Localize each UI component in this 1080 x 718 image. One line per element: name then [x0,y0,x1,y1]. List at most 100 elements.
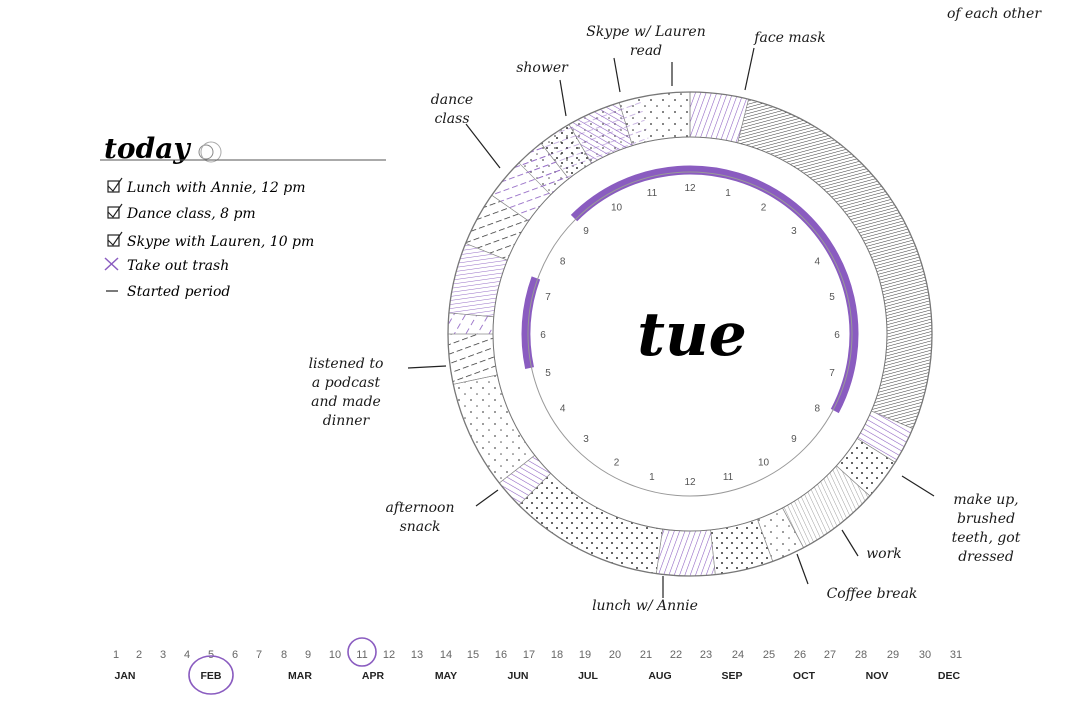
timeline-day[interactable]: 28 [855,649,867,661]
timeline-day[interactable]: 24 [732,649,744,661]
leader-work [841,529,859,557]
purple-hour-arcs [521,165,859,414]
today-item: Skype with Lauren, 10 pm [107,231,314,250]
hour-label: 6 [834,330,840,341]
annotation-skype: Skype w/ Lauren read [586,24,706,59]
annotation-lunch: lunch w/ Annie [592,598,698,614]
timeline-day[interactable]: 10 [329,649,341,661]
leader-skype [613,57,621,93]
timeline-day[interactable]: 23 [700,649,712,661]
hour-label: 12 [684,477,696,488]
timeline-month[interactable]: MAY [435,670,457,682]
hour-label: 12 [684,183,696,194]
annotation-line: Coffee break [827,586,918,602]
timeline-day[interactable]: 18 [551,649,563,661]
annotation-line: dressed [958,549,1014,565]
timeline-day[interactable]: 9 [305,649,311,661]
leader-face-mask [744,47,755,91]
timeline-month[interactable]: JAN [114,670,135,682]
annotation-line: work [866,546,902,562]
timeline-day[interactable]: 3 [160,649,166,661]
hour-label: 10 [611,203,623,214]
annotation-shower: shower [516,60,569,76]
timeline-day[interactable]: 4 [184,649,190,661]
timeline-day[interactable]: 29 [887,649,899,661]
timeline-month[interactable]: OCT [793,670,816,682]
day-numbers: 1 2 3 4 5 6 7 8 9 10 11 12 13 14 15 16 17 18 19 20 21 22 23 24 2… [113,649,962,661]
timeline-day[interactable]: 16 [495,649,507,661]
timeline-day[interactable]: 8 [281,649,287,661]
annotation-line: listened to [309,356,384,372]
timeline-day[interactable]: 12 [383,649,395,661]
today-item: Started period [106,284,230,300]
purple-arc-evening [521,276,541,370]
activity-segment-overlay [518,97,650,195]
ring-inner-edge [492,136,888,532]
timeline-day[interactable]: 6 [232,649,238,661]
timeline-day[interactable]: 14 [440,649,452,661]
check-icon [107,177,123,192]
timeline-day[interactable]: 30 [919,649,931,661]
annotation-line: shower [516,60,569,76]
timeline-month[interactable]: JUL [578,670,598,682]
hour-label: 2 [761,203,767,214]
today-item: Lunch with Annie, 12 pm [107,177,306,196]
annotation-line: afternoon [385,500,454,516]
hour-label: 2 [614,457,620,468]
leader-coffee [796,553,809,585]
hour-label: 1 [725,188,731,199]
timeline-day[interactable]: 19 [579,649,591,661]
timeline-month[interactable]: NOV [866,670,889,682]
activity-segment [655,528,716,577]
timeline-month[interactable]: MAR [288,670,312,682]
annotation-face-mask: face mask [753,30,825,46]
timeline-day[interactable]: 21 [640,649,652,661]
leader-makeup [901,475,935,497]
annotation-work: work [866,546,902,562]
cross-icon [104,257,119,271]
activity-ring [447,91,933,577]
annotation-line: of each other [947,6,1042,22]
annotations: Skype w/ Lauren read shower face mask dan… [309,6,1043,614]
timeline-day[interactable]: 2 [136,649,142,661]
date-timeline: 1 2 3 4 5 6 7 8 9 10 11 12 13 14 15 16 17 18 19 20 21 22 23 24 2… [113,637,962,695]
timeline-month[interactable]: APR [362,670,385,682]
timeline-day[interactable]: 17 [523,649,535,661]
ring-outer-edge [447,91,933,577]
hour-label: 7 [545,292,551,303]
timeline-month[interactable]: AUG [648,670,671,682]
swirl-ornament [198,144,214,160]
dial-face [530,174,850,494]
hour-label: 11 [723,472,734,483]
timeline-month[interactable]: JUN [507,670,528,682]
annotation-makeup: make up, brushed teeth, got dressed [952,492,1021,565]
timeline-day[interactable]: 13 [411,649,423,661]
timeline-day[interactable]: 5 [208,649,214,661]
timeline-day[interactable]: 1 [113,649,119,661]
hour-label: 9 [791,434,797,445]
check-icon [107,231,123,246]
hour-label: 8 [815,404,821,415]
annotation-podcast: listened to a podcast and made dinner [309,356,384,429]
timeline-day[interactable]: 31 [950,649,962,661]
annotation-line: and made [311,394,381,410]
timeline-day[interactable]: 27 [824,649,836,661]
today-item-text: Lunch with Annie, 12 pm [126,180,306,196]
timeline-day[interactable]: 26 [794,649,806,661]
hour-label: 1 [649,472,655,483]
timeline-day[interactable]: 7 [256,649,262,661]
hour-label: 5 [829,292,835,303]
today-item-text: Skype with Lauren, 10 pm [127,234,314,250]
annotation-line: class [434,111,469,127]
timeline-day[interactable]: 11 [356,649,367,661]
timeline-day[interactable]: 15 [467,649,479,661]
timeline-month[interactable]: FEB [201,670,222,682]
timeline-day[interactable]: 22 [670,649,682,661]
timeline-day[interactable]: 20 [609,649,621,661]
timeline-month[interactable]: DEC [938,670,961,682]
timeline-day[interactable]: 25 [763,649,775,661]
timeline-month[interactable]: SEP [721,670,742,682]
